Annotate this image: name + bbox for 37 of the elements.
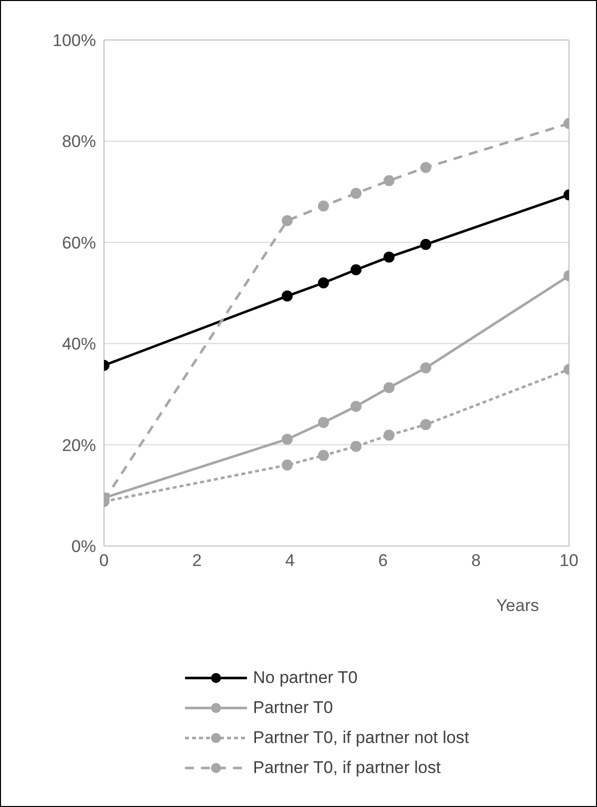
point — [282, 460, 293, 471]
point — [350, 400, 362, 412]
legend-label: Partner T0, if partner not lost — [253, 728, 470, 748]
point — [420, 419, 432, 430]
point — [384, 252, 395, 263]
point — [318, 417, 329, 428]
point — [282, 215, 293, 226]
point — [420, 362, 432, 374]
point — [384, 175, 395, 186]
point — [420, 238, 432, 250]
point — [318, 450, 329, 461]
x-axis-title: Years — [496, 596, 539, 615]
y-tick-label: 0% — [71, 537, 96, 556]
y-tick-label: 40% — [62, 334, 96, 354]
point — [318, 200, 329, 212]
point — [350, 440, 362, 452]
legend-label: Partner T0 — [253, 698, 334, 718]
point — [282, 290, 293, 302]
x-tick-label: 6 — [378, 551, 388, 570]
point — [318, 277, 329, 288]
x-tick-label: 4 — [285, 551, 295, 570]
y-tick-label: 20% — [62, 436, 96, 455]
point — [420, 162, 432, 174]
x-tick-label: 8 — [471, 551, 481, 570]
point — [350, 264, 362, 276]
legend-label: No partner T0 — [253, 668, 358, 688]
legend-label: Partner T0, if partner lost — [253, 758, 441, 778]
point — [350, 188, 362, 199]
y-tick-label: 100% — [52, 31, 96, 50]
point — [384, 430, 395, 441]
x-tick-label: 0 — [99, 551, 109, 570]
y-tick-label: 80% — [62, 132, 96, 152]
x-tick-label: 2 — [192, 551, 202, 570]
point — [384, 382, 395, 394]
y-tick-label: 60% — [62, 233, 96, 252]
x-tick-label: 10 — [560, 551, 578, 570]
point — [282, 434, 293, 445]
